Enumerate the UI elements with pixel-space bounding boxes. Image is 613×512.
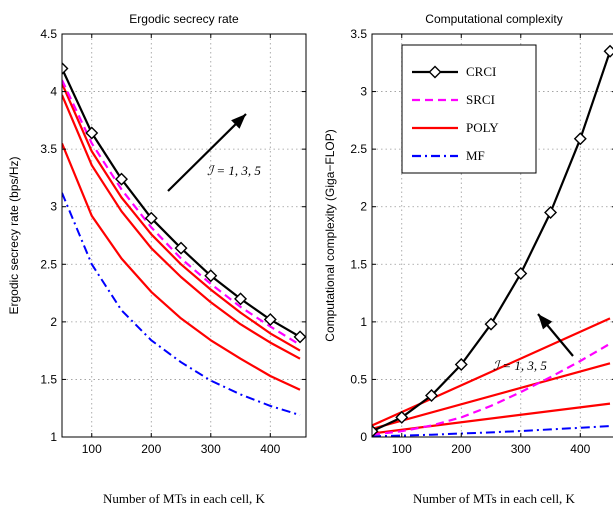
data-point-crci (174, 241, 188, 255)
data-point-crci (144, 211, 158, 225)
axis-ticks: 100 200 300 400 1 1.5 2 2.5 3 3.5 4 4.5 (40, 27, 306, 456)
series-line-poly (62, 83, 301, 352)
axes-frame (61, 33, 307, 438)
x-tick-label: 100 (82, 442, 102, 456)
x-tick-label: 300 (511, 442, 531, 456)
data-point-crci (425, 389, 439, 403)
y-tick-label: 1.5 (40, 372, 57, 386)
y-tick-label: 0 (360, 430, 367, 444)
data-point-crci (395, 410, 409, 424)
y-axis-label: Computational complexity (Giga−FLOP) (323, 129, 337, 341)
annotation-label: ℐ = 1, 3, 5 (493, 358, 547, 373)
legend-symbols (412, 65, 458, 158)
y-tick-label: 0.5 (350, 372, 367, 386)
series-line-poly (62, 142, 301, 391)
y-tick-label: 2.5 (350, 142, 367, 156)
y-tick-label: 3 (360, 85, 367, 99)
data-point-crci (115, 172, 129, 186)
data-point-crci (514, 267, 528, 280)
data-point-crci (62, 62, 69, 76)
data-point-crci (372, 424, 379, 437)
series-line-mf (372, 425, 611, 437)
legend-marker (428, 65, 442, 79)
arrow-shaft (167, 113, 247, 192)
data-point-crci (544, 205, 558, 219)
y-axis-label: Ergodic secrecy rate (bps/Hz) (7, 156, 21, 314)
arrow-head (231, 114, 246, 129)
series-line-poly (372, 362, 611, 430)
series-line-poly (62, 94, 301, 360)
y-tick-label: 2 (360, 200, 367, 214)
series-line-mf (62, 192, 301, 417)
data-point-crci (484, 317, 498, 331)
legend: CRCI SRCI POLY MF (401, 44, 537, 174)
data-point-crci (293, 330, 306, 344)
series-line-crci (62, 68, 301, 338)
legend-entry-poly: POLY (466, 120, 499, 135)
y-tick-label: 4 (50, 85, 57, 99)
x-tick-label: 200 (141, 442, 161, 456)
arrow-head (538, 314, 553, 330)
legend-entry-crci: CRCI (466, 64, 496, 79)
chart-title: Ergodic secrecy rate (129, 12, 239, 26)
series-group (372, 44, 613, 437)
data-point-crci (204, 269, 218, 283)
x-tick-label: 200 (451, 442, 471, 456)
data-point-crci (603, 44, 613, 58)
data-point-crci (573, 132, 587, 146)
x-axis-label: Number of MTs in each cell, K (413, 491, 576, 506)
x-tick-label: 100 (392, 442, 412, 456)
x-tick-label: 400 (260, 442, 280, 456)
y-tick-label: 1.5 (350, 257, 367, 271)
data-point-crci (85, 126, 99, 140)
series-line-srci (62, 79, 301, 346)
y-tick-label: 2.5 (40, 257, 57, 271)
x-tick-label: 300 (201, 442, 221, 456)
legend-entry-srci: SRCI (466, 92, 495, 107)
legend-entry-mf: MF (466, 148, 485, 163)
series-group (62, 62, 306, 417)
data-point-crci (234, 292, 248, 306)
y-tick-label: 4.5 (40, 27, 57, 41)
y-tick-label: 1 (50, 430, 57, 444)
axis-ticks: 100 200 300 400 0 0.5 1 1.5 2 2.5 3 3.5 (350, 27, 613, 456)
data-point-crci (263, 313, 277, 327)
axes-frame (371, 33, 613, 438)
x-tick-label: 400 (570, 442, 590, 456)
data-point-crci (454, 357, 468, 371)
series-line-srci (372, 342, 611, 436)
y-tick-label: 3 (50, 200, 57, 214)
y-tick-label: 1 (360, 315, 367, 329)
series-line-poly (372, 317, 611, 427)
chart-title: Computational complexity (425, 12, 562, 26)
panel-computational-complexity: Computational complexity ℐ = 1, 3, 5 100… (323, 12, 613, 506)
x-axis-label: Number of MTs in each cell, K (103, 491, 266, 506)
annotation-arrow (537, 313, 574, 357)
y-tick-label: 3.5 (40, 142, 57, 156)
y-tick-label: 2 (50, 315, 57, 329)
panel-ergodic-secrecy-rate: Ergodic secrecy rate ℐ = 1, 3, 5 100 200 3… (7, 12, 307, 506)
legend-box (401, 44, 537, 174)
annotation-arrow (167, 113, 247, 192)
y-tick-label: 3.5 (350, 27, 367, 41)
annotation-label: ℐ = 1, 3, 5 (207, 163, 261, 178)
